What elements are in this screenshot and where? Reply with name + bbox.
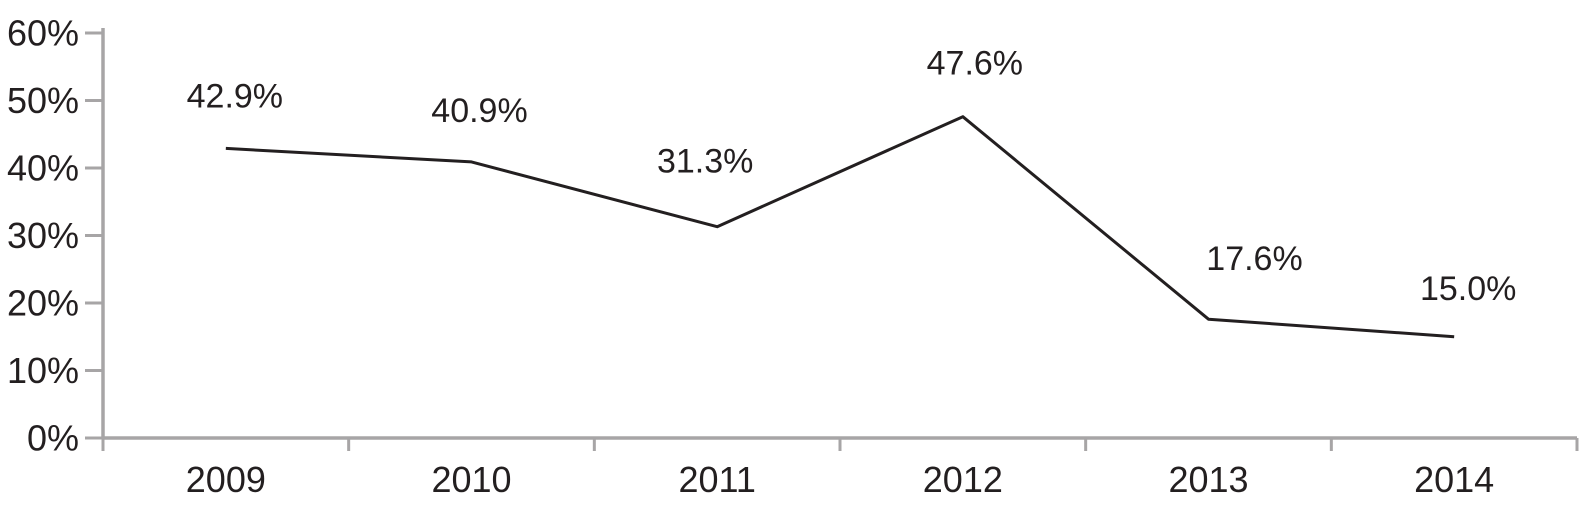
x-axis-category-label: 2014 [1414,459,1494,500]
data-point-label: 42.9% [187,77,283,115]
data-point-label: 31.3% [657,143,753,181]
y-axis-tick-label: 20% [7,283,79,324]
x-axis-category-label: 2013 [1168,459,1248,500]
data-line [225,115,1455,339]
data-point-label: 40.9% [431,92,527,130]
y-axis-tick-label: 10% [7,350,79,391]
x-axis-category-label: 2009 [186,459,266,500]
y-axis-tick-label: 50% [7,80,79,121]
data-point-label: 15.0% [1420,270,1516,308]
y-axis-tick-label: 0% [27,418,79,459]
y-axis-tick-label: 30% [7,215,79,256]
y-axis-tick-label: 60% [7,13,79,54]
data-point-label: 17.6% [1206,240,1302,278]
x-axis-category-label: 2011 [678,459,755,500]
x-axis-category-label: 2012 [923,459,1003,500]
y-axis-tick-label: 40% [7,148,79,189]
x-axis-category-label: 2010 [431,459,511,500]
data-point-label: 47.6% [927,45,1023,83]
